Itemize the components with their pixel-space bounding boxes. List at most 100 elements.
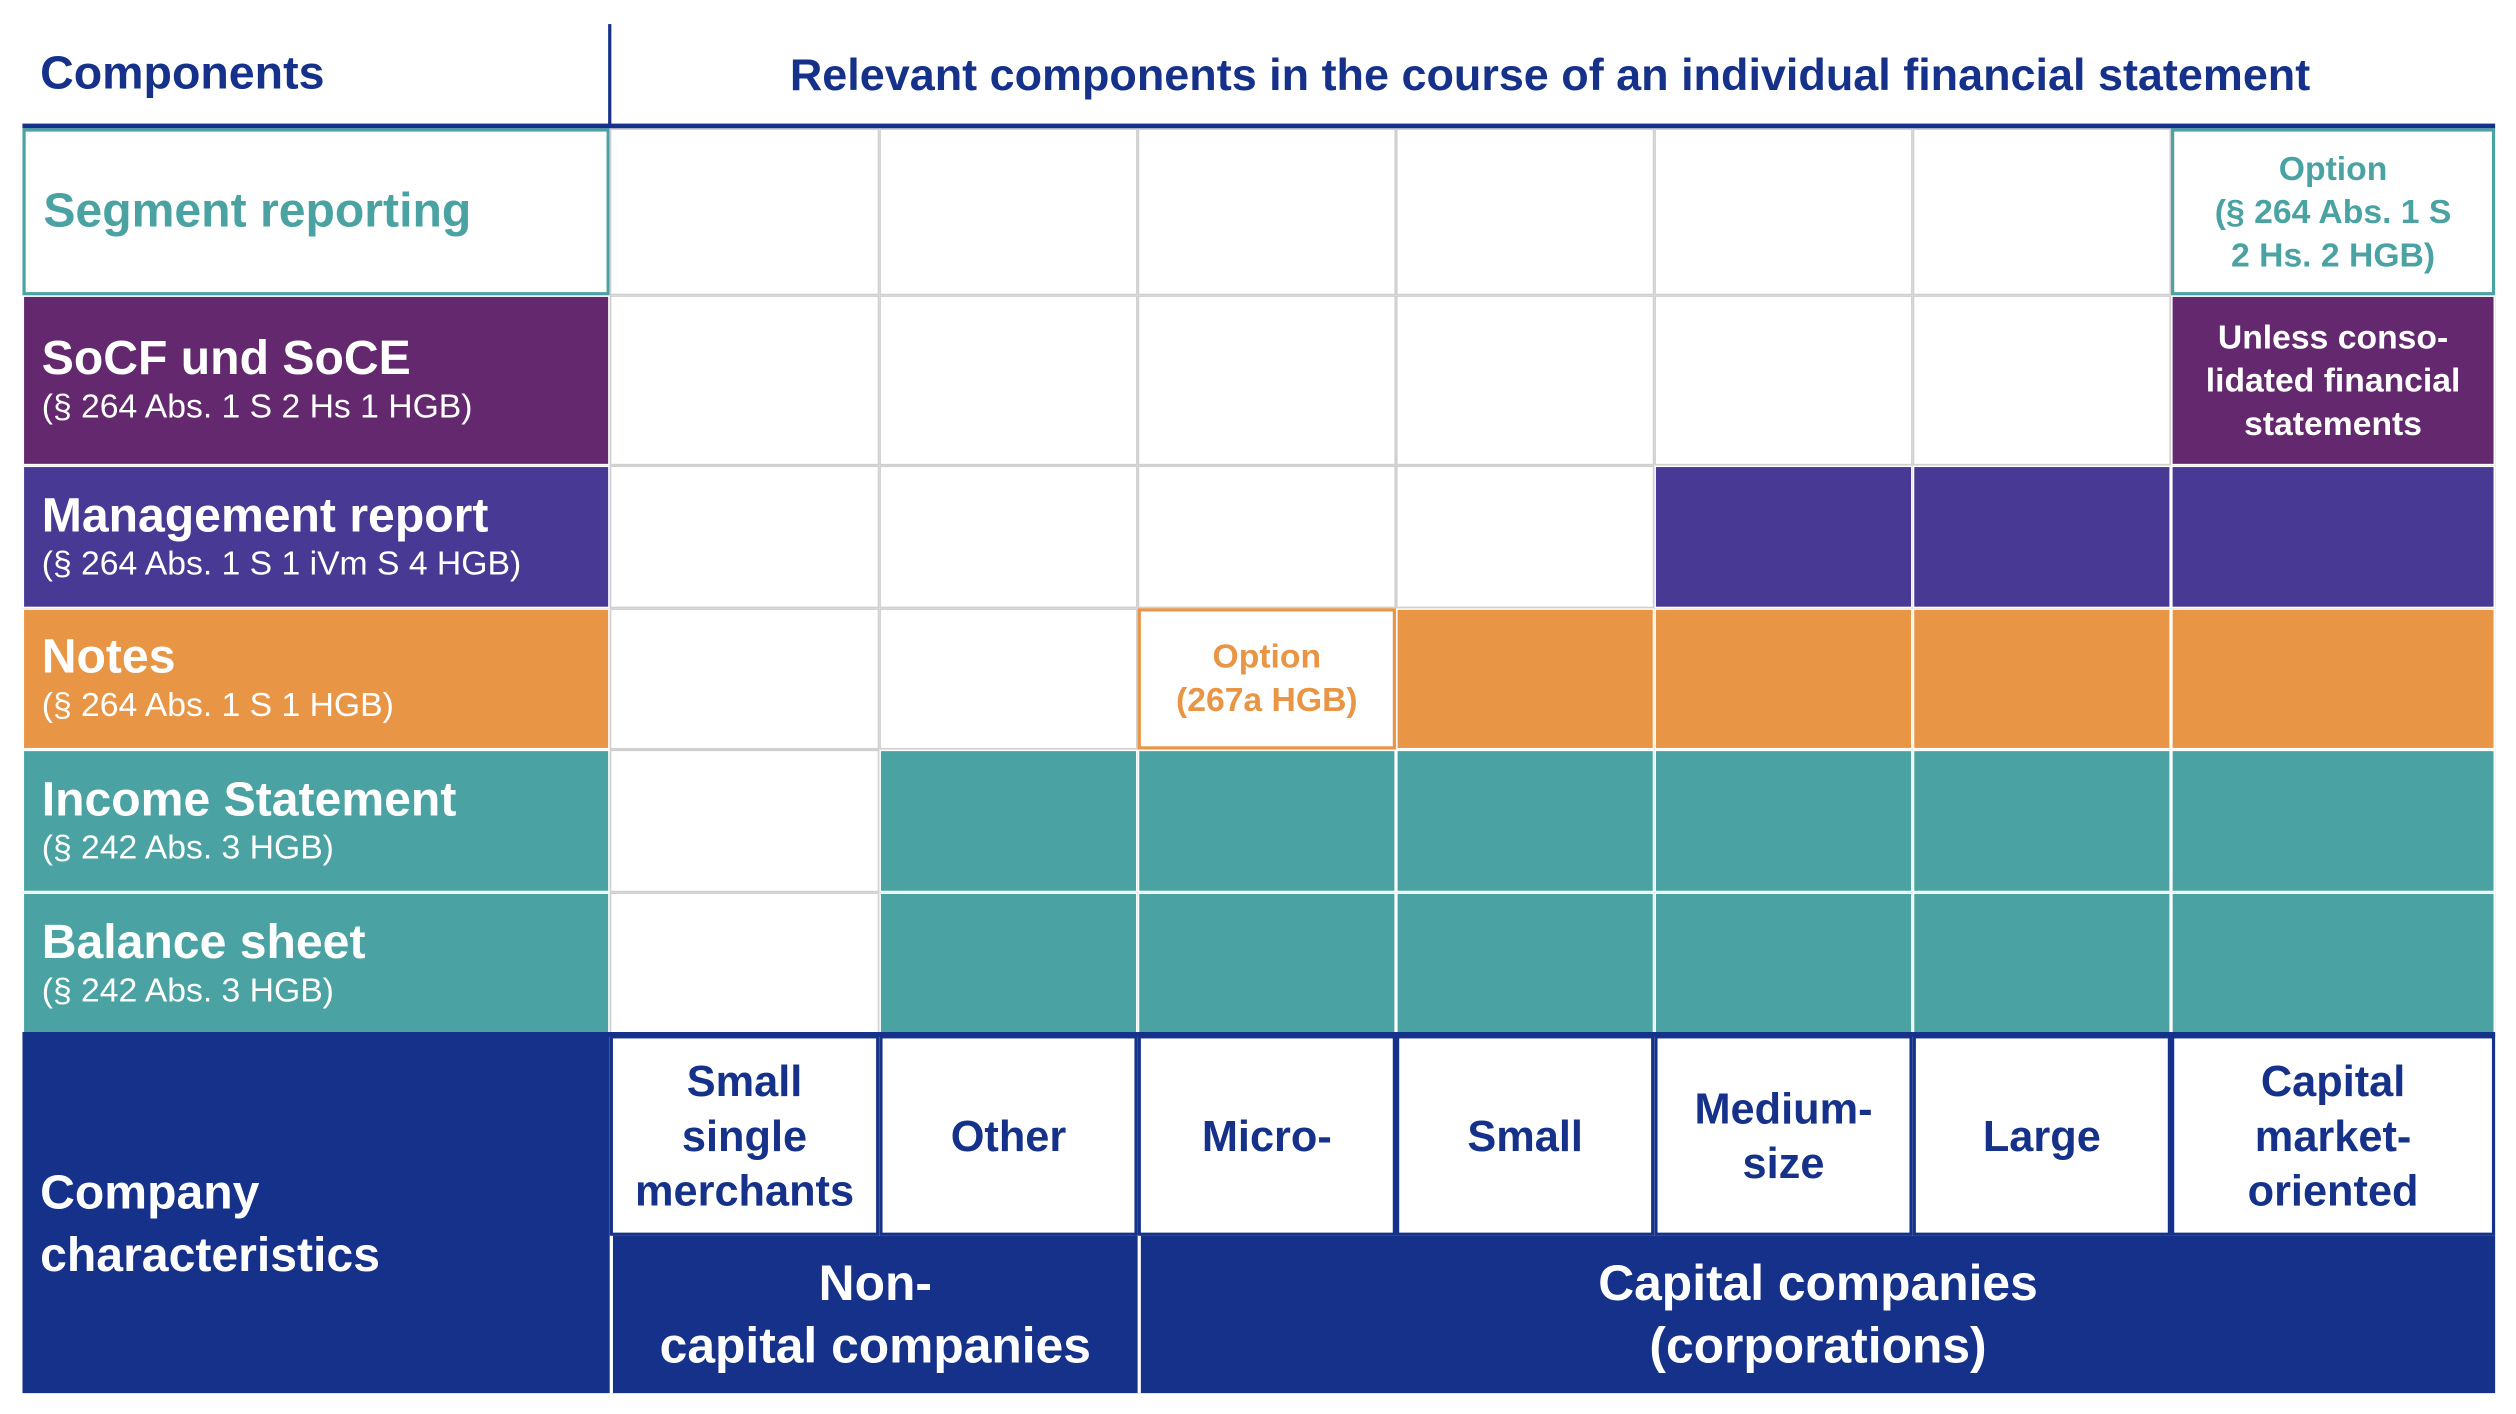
required-cell bbox=[1395, 608, 1655, 750]
components-heading: Components bbox=[40, 48, 325, 100]
company-group: Capital companies (corporations) bbox=[1137, 1235, 2496, 1394]
category-text: Micro- bbox=[1201, 1111, 1332, 1160]
empty-cell bbox=[879, 128, 1138, 296]
component-name: Balance sheet bbox=[41, 915, 366, 969]
company-category: Micro- bbox=[1137, 1035, 1396, 1236]
empty-cell bbox=[609, 295, 880, 466]
empty-cell bbox=[879, 608, 1138, 750]
empty-cell bbox=[609, 892, 880, 1036]
row-label: Balance sheet (§ 242 Abs. 3 HGB) bbox=[22, 892, 610, 1036]
empty-cell bbox=[1395, 295, 1655, 466]
empty-cell bbox=[609, 465, 880, 609]
category-text: merchants bbox=[634, 1166, 855, 1215]
cell-note: (§ 264 Abs. 1 S bbox=[2214, 193, 2452, 231]
legal-reference: (§ 264 Abs. 1 S 1 iVm S 4 HGB) bbox=[41, 544, 522, 582]
required-cell bbox=[1137, 749, 1396, 893]
category-text: Small bbox=[686, 1056, 803, 1106]
empty-cell bbox=[879, 465, 1138, 609]
component-name: SoCF und SoCE bbox=[41, 332, 411, 386]
required-cell bbox=[1654, 892, 1913, 1036]
company-category: Medium-size bbox=[1654, 1035, 1913, 1236]
required-cell bbox=[2171, 749, 2496, 893]
component-name: Notes bbox=[41, 630, 176, 684]
option-cell: Unless conso-lidated financial statements bbox=[2171, 295, 2496, 466]
cell-note: Option bbox=[1212, 638, 1322, 676]
row-label: SoCF und SoCE (§ 264 Abs. 1 S 2 Hs 1 HGB) bbox=[22, 295, 610, 466]
category-text: market- bbox=[2254, 1111, 2412, 1160]
required-cell bbox=[1912, 465, 2172, 609]
required-cell bbox=[2171, 465, 2496, 609]
cell-note: statements bbox=[2244, 405, 2423, 443]
empty-cell bbox=[1912, 295, 2172, 466]
category-text: Large bbox=[1982, 1111, 2101, 1160]
company-category: Small single merchants bbox=[609, 1035, 880, 1236]
characteristics-text: characteristics bbox=[40, 1228, 380, 1282]
cell-note: lidated financial bbox=[2205, 361, 2461, 399]
legal-reference: (§ 242 Abs. 3 HGB) bbox=[41, 971, 334, 1009]
category-text: Small bbox=[1467, 1111, 1583, 1160]
required-cell bbox=[1912, 749, 2172, 893]
empty-cell bbox=[1137, 128, 1396, 296]
cell-note: (267a HGB) bbox=[1175, 682, 1358, 720]
header-divider bbox=[608, 24, 612, 126]
company-category: Large bbox=[1912, 1035, 2172, 1236]
empty-cell bbox=[1137, 295, 1396, 466]
company-group: Non-capital companies bbox=[609, 1235, 1138, 1394]
required-cell bbox=[1912, 892, 2172, 1036]
cell-note: Option bbox=[2278, 150, 2388, 187]
row-label: Income Statement (§ 242 Abs. 3 HGB) bbox=[22, 749, 610, 893]
company-category: Other bbox=[879, 1035, 1138, 1236]
category-text: Medium- bbox=[1694, 1084, 1873, 1133]
required-cell bbox=[2171, 892, 2496, 1036]
row-label: Management report (§ 264 Abs. 1 S 1 iVm S… bbox=[22, 465, 610, 609]
required-cell bbox=[1654, 465, 1913, 609]
cell-note: 2 Hs. 2 HGB) bbox=[2231, 236, 2436, 274]
required-cell bbox=[2171, 608, 2496, 750]
required-cell bbox=[1654, 749, 1913, 893]
empty-cell bbox=[1912, 128, 2172, 296]
legal-reference: (§ 242 Abs. 3 HGB) bbox=[41, 828, 334, 866]
group-text: Non- bbox=[818, 1255, 932, 1312]
category-text: size bbox=[1742, 1138, 1825, 1187]
legal-reference: (§ 264 Abs. 1 S 2 Hs 1 HGB) bbox=[41, 388, 473, 426]
category-text: Capital bbox=[2260, 1056, 2406, 1106]
empty-cell bbox=[609, 608, 880, 750]
required-cell bbox=[1654, 608, 1913, 750]
header-rule bbox=[22, 123, 2496, 129]
empty-cell bbox=[1654, 295, 1913, 466]
required-cell bbox=[1395, 892, 1655, 1036]
company-category: Small bbox=[1395, 1035, 1655, 1236]
category-text: single bbox=[681, 1111, 808, 1160]
group-text: (corporations) bbox=[1649, 1317, 1987, 1374]
category-text: Other bbox=[950, 1111, 1067, 1160]
empty-cell bbox=[1654, 128, 1913, 296]
option-cell: Option (267a HGB) bbox=[1137, 608, 1396, 750]
empty-cell bbox=[609, 128, 880, 296]
empty-cell bbox=[1137, 465, 1396, 609]
page-title: Relevant components in the course of an … bbox=[789, 48, 2311, 99]
component-name: Management report bbox=[41, 488, 489, 542]
group-text: capital companies bbox=[659, 1317, 1091, 1374]
bottom-rule bbox=[22, 1032, 2496, 1037]
cell-note: Unless conso- bbox=[2217, 318, 2449, 356]
required-cell bbox=[879, 749, 1138, 893]
empty-cell bbox=[1395, 128, 1655, 296]
characteristics-text: Company bbox=[40, 1166, 260, 1219]
category-text: oriented bbox=[2247, 1166, 2419, 1215]
characteristics-label: Company characteristics bbox=[22, 1035, 610, 1394]
group-text: Capital companies bbox=[1598, 1255, 2038, 1312]
empty-cell bbox=[1395, 465, 1655, 609]
required-cell bbox=[1395, 749, 1655, 893]
empty-cell bbox=[609, 749, 880, 893]
required-cell bbox=[879, 892, 1138, 1036]
legal-reference: (§ 264 Abs. 1 S 1 HGB) bbox=[41, 686, 394, 724]
required-cell bbox=[1912, 608, 2172, 750]
row-label: Notes (§ 264 Abs. 1 S 1 HGB) bbox=[22, 608, 610, 750]
option-cell: Option (§ 264 Abs. 1 S 2 Hs. 2 HGB) bbox=[2171, 128, 2496, 296]
row-label: Segment reporting bbox=[22, 128, 610, 296]
empty-cell bbox=[879, 295, 1138, 466]
company-category: Capital market-oriented bbox=[2171, 1035, 2496, 1236]
component-name: Income Statement bbox=[41, 772, 457, 826]
component-name: Segment reporting bbox=[43, 184, 472, 238]
